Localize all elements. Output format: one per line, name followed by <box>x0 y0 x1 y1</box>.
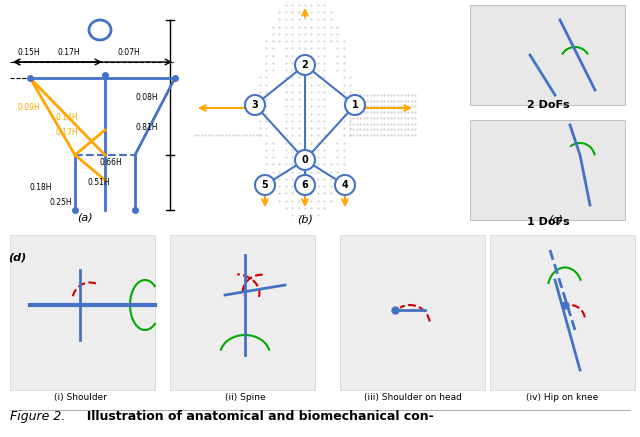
Text: 2: 2 <box>301 60 308 70</box>
Text: (a): (a) <box>77 212 93 222</box>
Text: (i) Shoulder: (i) Shoulder <box>54 393 106 402</box>
FancyBboxPatch shape <box>340 235 485 390</box>
Circle shape <box>335 175 355 195</box>
Circle shape <box>255 175 275 195</box>
FancyBboxPatch shape <box>470 120 625 220</box>
Circle shape <box>295 150 315 170</box>
Text: 0.17H: 0.17H <box>58 48 81 57</box>
Text: 0.66H: 0.66H <box>100 158 123 167</box>
Circle shape <box>295 175 315 195</box>
Text: 1: 1 <box>351 100 358 110</box>
Text: 0.81H: 0.81H <box>136 123 159 132</box>
Text: (iii) Shoulder on head: (iii) Shoulder on head <box>364 393 462 402</box>
Text: 0: 0 <box>301 155 308 165</box>
Text: (c): (c) <box>548 214 563 224</box>
FancyBboxPatch shape <box>170 235 315 390</box>
Text: 0.18H: 0.18H <box>30 183 52 192</box>
Text: Figure 2.: Figure 2. <box>10 410 65 423</box>
Text: 0.14H: 0.14H <box>55 113 77 122</box>
Text: 0.15H: 0.15H <box>18 48 40 57</box>
Text: 4: 4 <box>342 180 348 190</box>
Circle shape <box>345 95 365 115</box>
Text: 6: 6 <box>301 180 308 190</box>
Text: 0.08H: 0.08H <box>136 93 159 102</box>
Text: 0.17H: 0.17H <box>55 128 77 137</box>
Text: (ii) Spine: (ii) Spine <box>225 393 266 402</box>
Text: 0.25H: 0.25H <box>50 198 72 207</box>
Text: 3: 3 <box>252 100 259 110</box>
Text: 0.51H: 0.51H <box>88 178 111 187</box>
Text: Illustration of anatomical and biomechanical con-: Illustration of anatomical and biomechan… <box>78 410 434 423</box>
Circle shape <box>295 55 315 75</box>
Text: 2 DoFs: 2 DoFs <box>527 100 570 110</box>
Text: 0.07H: 0.07H <box>118 48 141 57</box>
FancyBboxPatch shape <box>10 235 155 390</box>
Text: 0.09H: 0.09H <box>18 103 41 112</box>
FancyBboxPatch shape <box>490 235 635 390</box>
Text: 5: 5 <box>262 180 268 190</box>
Text: (iv) Hip on knee: (iv) Hip on knee <box>526 393 598 402</box>
Text: 1 DoFs: 1 DoFs <box>527 217 570 227</box>
Text: (d): (d) <box>8 252 26 262</box>
FancyBboxPatch shape <box>470 5 625 105</box>
Text: (b): (b) <box>297 214 313 224</box>
Circle shape <box>245 95 265 115</box>
